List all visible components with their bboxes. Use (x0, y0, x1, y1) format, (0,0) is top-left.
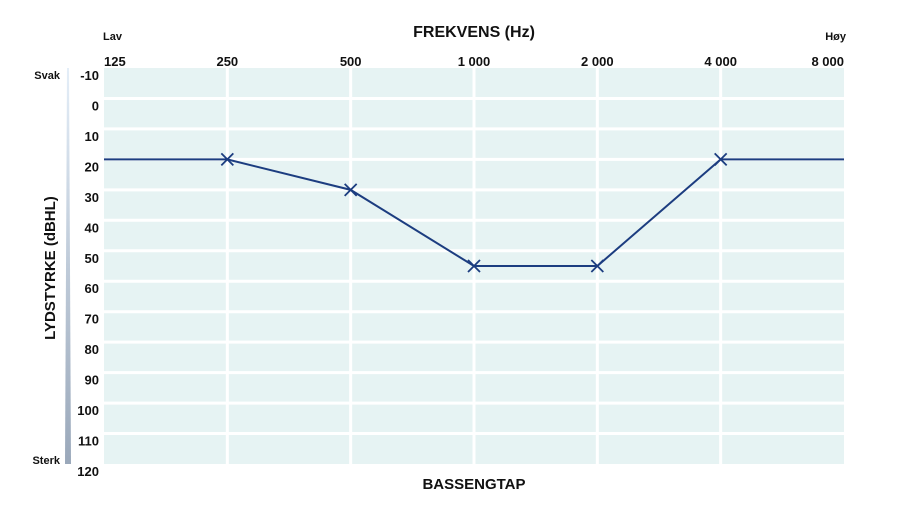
x-tick-label: 1 000 (458, 54, 491, 69)
y-tick-label: 100 (77, 403, 99, 418)
loudness-wedge (65, 68, 71, 464)
y-axis-label: LYDSTYRKE (dBHL) (42, 196, 59, 340)
y-tick-label: 0 (92, 98, 99, 113)
y-bottom-label: Sterk (32, 455, 60, 467)
y-tick-label: 20 (85, 159, 99, 174)
y-tick-label: 40 (85, 220, 99, 235)
y-tick-label: -10 (80, 68, 99, 83)
x-tick-label: 8 000 (811, 54, 844, 69)
x-tick-label: 2 000 (581, 54, 614, 69)
data-point-x-marker (344, 183, 358, 197)
x-high-label: Høy (825, 31, 847, 43)
y-tick-label: 50 (85, 251, 99, 266)
y-tick-label: 90 (85, 373, 99, 388)
y-tick-label: 80 (85, 342, 99, 357)
y-tick-label: 30 (85, 190, 99, 205)
y-top-label: Svak (34, 70, 61, 82)
x-low-label: Lav (103, 31, 123, 43)
x-tick-label: 125 (104, 54, 126, 69)
data-point-x-marker (467, 259, 481, 273)
y-tick-label: 110 (78, 434, 99, 449)
x-axis-label: BASSENGTAP (422, 476, 525, 493)
y-tick-label: 10 (85, 129, 99, 144)
data-point-x-marker (590, 259, 604, 273)
y-tick-label: 120 (77, 464, 99, 479)
y-tick-label: 70 (85, 312, 99, 327)
data-point-x-marker (714, 152, 728, 167)
y-tick-label: 60 (85, 281, 99, 296)
x-tick-label: 500 (340, 54, 362, 69)
x-tick-label: 250 (216, 54, 238, 69)
x-tick-label: 4 000 (704, 54, 737, 69)
chart-title: FREKVENS (Hz) (413, 24, 535, 41)
data-point-x-marker (220, 152, 234, 167)
